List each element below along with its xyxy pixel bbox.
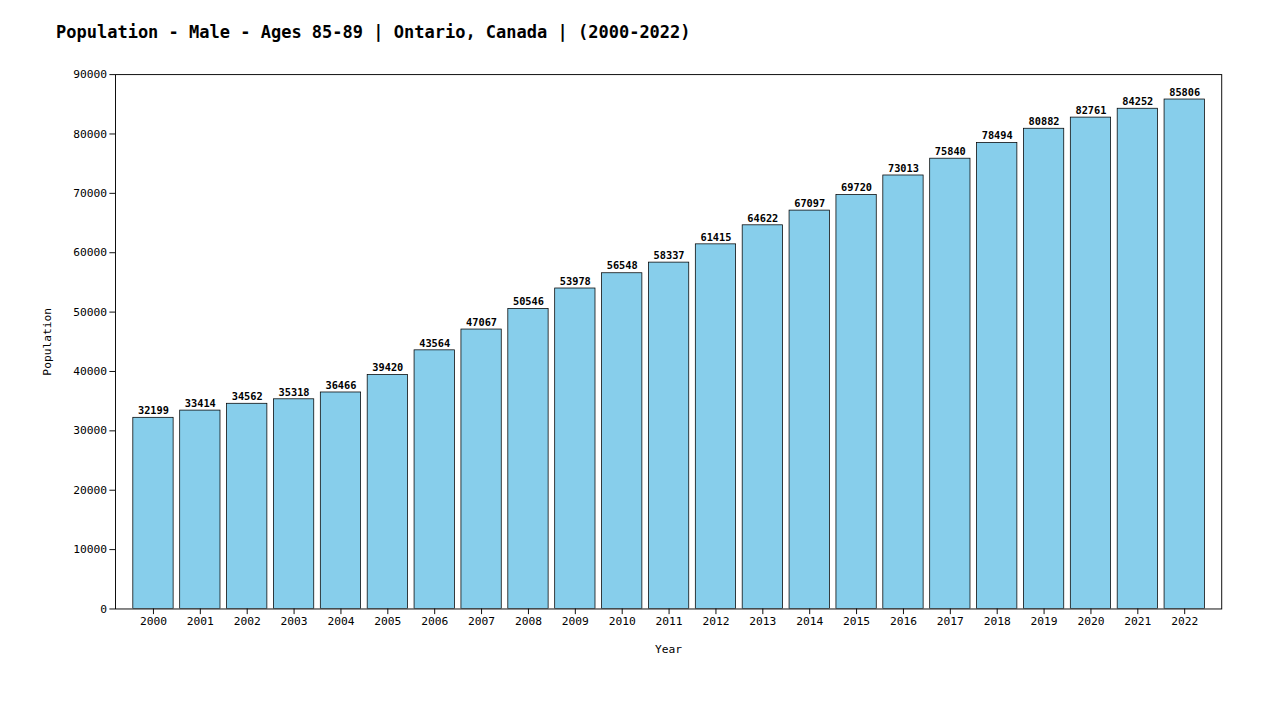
svg-text:61415: 61415 <box>700 231 731 243</box>
svg-text:43564: 43564 <box>419 337 450 349</box>
svg-text:69720: 69720 <box>841 181 872 193</box>
svg-text:60000: 60000 <box>73 246 107 259</box>
svg-text:2001: 2001 <box>187 615 214 628</box>
svg-text:2006: 2006 <box>421 615 448 628</box>
svg-text:47067: 47067 <box>466 316 497 328</box>
svg-text:2019: 2019 <box>1031 615 1058 628</box>
svg-text:40000: 40000 <box>73 365 107 378</box>
svg-text:39420: 39420 <box>372 361 403 373</box>
svg-text:2009: 2009 <box>562 615 589 628</box>
svg-text:85806: 85806 <box>1169 86 1200 98</box>
svg-text:56548: 56548 <box>607 259 638 271</box>
svg-text:30000: 30000 <box>73 424 107 437</box>
svg-text:80000: 80000 <box>73 128 107 141</box>
svg-text:50546: 50546 <box>513 295 544 307</box>
svg-text:32199: 32199 <box>138 404 169 416</box>
svg-text:34562: 34562 <box>232 390 263 402</box>
svg-text:2020: 2020 <box>1077 615 1104 628</box>
svg-text:2003: 2003 <box>281 615 308 628</box>
svg-text:73013: 73013 <box>888 162 919 174</box>
svg-text:2017: 2017 <box>937 615 964 628</box>
svg-text:2010: 2010 <box>609 615 636 628</box>
svg-text:33414: 33414 <box>185 397 216 409</box>
svg-text:78494: 78494 <box>982 129 1013 141</box>
svg-text:2005: 2005 <box>374 615 401 628</box>
svg-text:2013: 2013 <box>749 615 776 628</box>
svg-text:36466: 36466 <box>325 379 356 391</box>
svg-text:2012: 2012 <box>702 615 729 628</box>
svg-text:2007: 2007 <box>468 615 495 628</box>
svg-text:2000: 2000 <box>140 615 167 628</box>
svg-text:80882: 80882 <box>1029 115 1060 127</box>
svg-text:2014: 2014 <box>796 615 823 628</box>
svg-text:10000: 10000 <box>73 543 107 556</box>
svg-text:0: 0 <box>100 603 107 616</box>
svg-text:64622: 64622 <box>747 212 778 224</box>
svg-text:2008: 2008 <box>515 615 542 628</box>
svg-text:70000: 70000 <box>73 187 107 200</box>
svg-text:2022: 2022 <box>1171 615 1198 628</box>
svg-text:2016: 2016 <box>890 615 917 628</box>
svg-text:20000: 20000 <box>73 484 107 497</box>
svg-text:2011: 2011 <box>656 615 683 628</box>
svg-text:82761: 82761 <box>1075 104 1106 116</box>
svg-text:2018: 2018 <box>984 615 1011 628</box>
svg-text:84252: 84252 <box>1122 95 1153 107</box>
svg-text:35318: 35318 <box>279 386 310 398</box>
svg-text:50000: 50000 <box>73 306 107 319</box>
svg-text:2004: 2004 <box>327 615 354 628</box>
svg-text:58337: 58337 <box>654 249 685 261</box>
svg-text:67097: 67097 <box>794 197 825 209</box>
html-text:Population - Male - Ages 85-89: Population - Male - Ages 85-89 | Ontario… <box>56 22 691 42</box>
svg-text:2002: 2002 <box>234 615 261 628</box>
svg-text:75840: 75840 <box>935 145 966 157</box>
svg-text:53978: 53978 <box>560 275 591 287</box>
svg-text:90000: 90000 <box>73 68 107 81</box>
svg-text:2021: 2021 <box>1124 615 1151 628</box>
svg-text:Year: Year <box>655 643 682 655</box>
svg-text:Population: Population <box>41 308 54 376</box>
svg-text:2015: 2015 <box>843 615 870 628</box>
